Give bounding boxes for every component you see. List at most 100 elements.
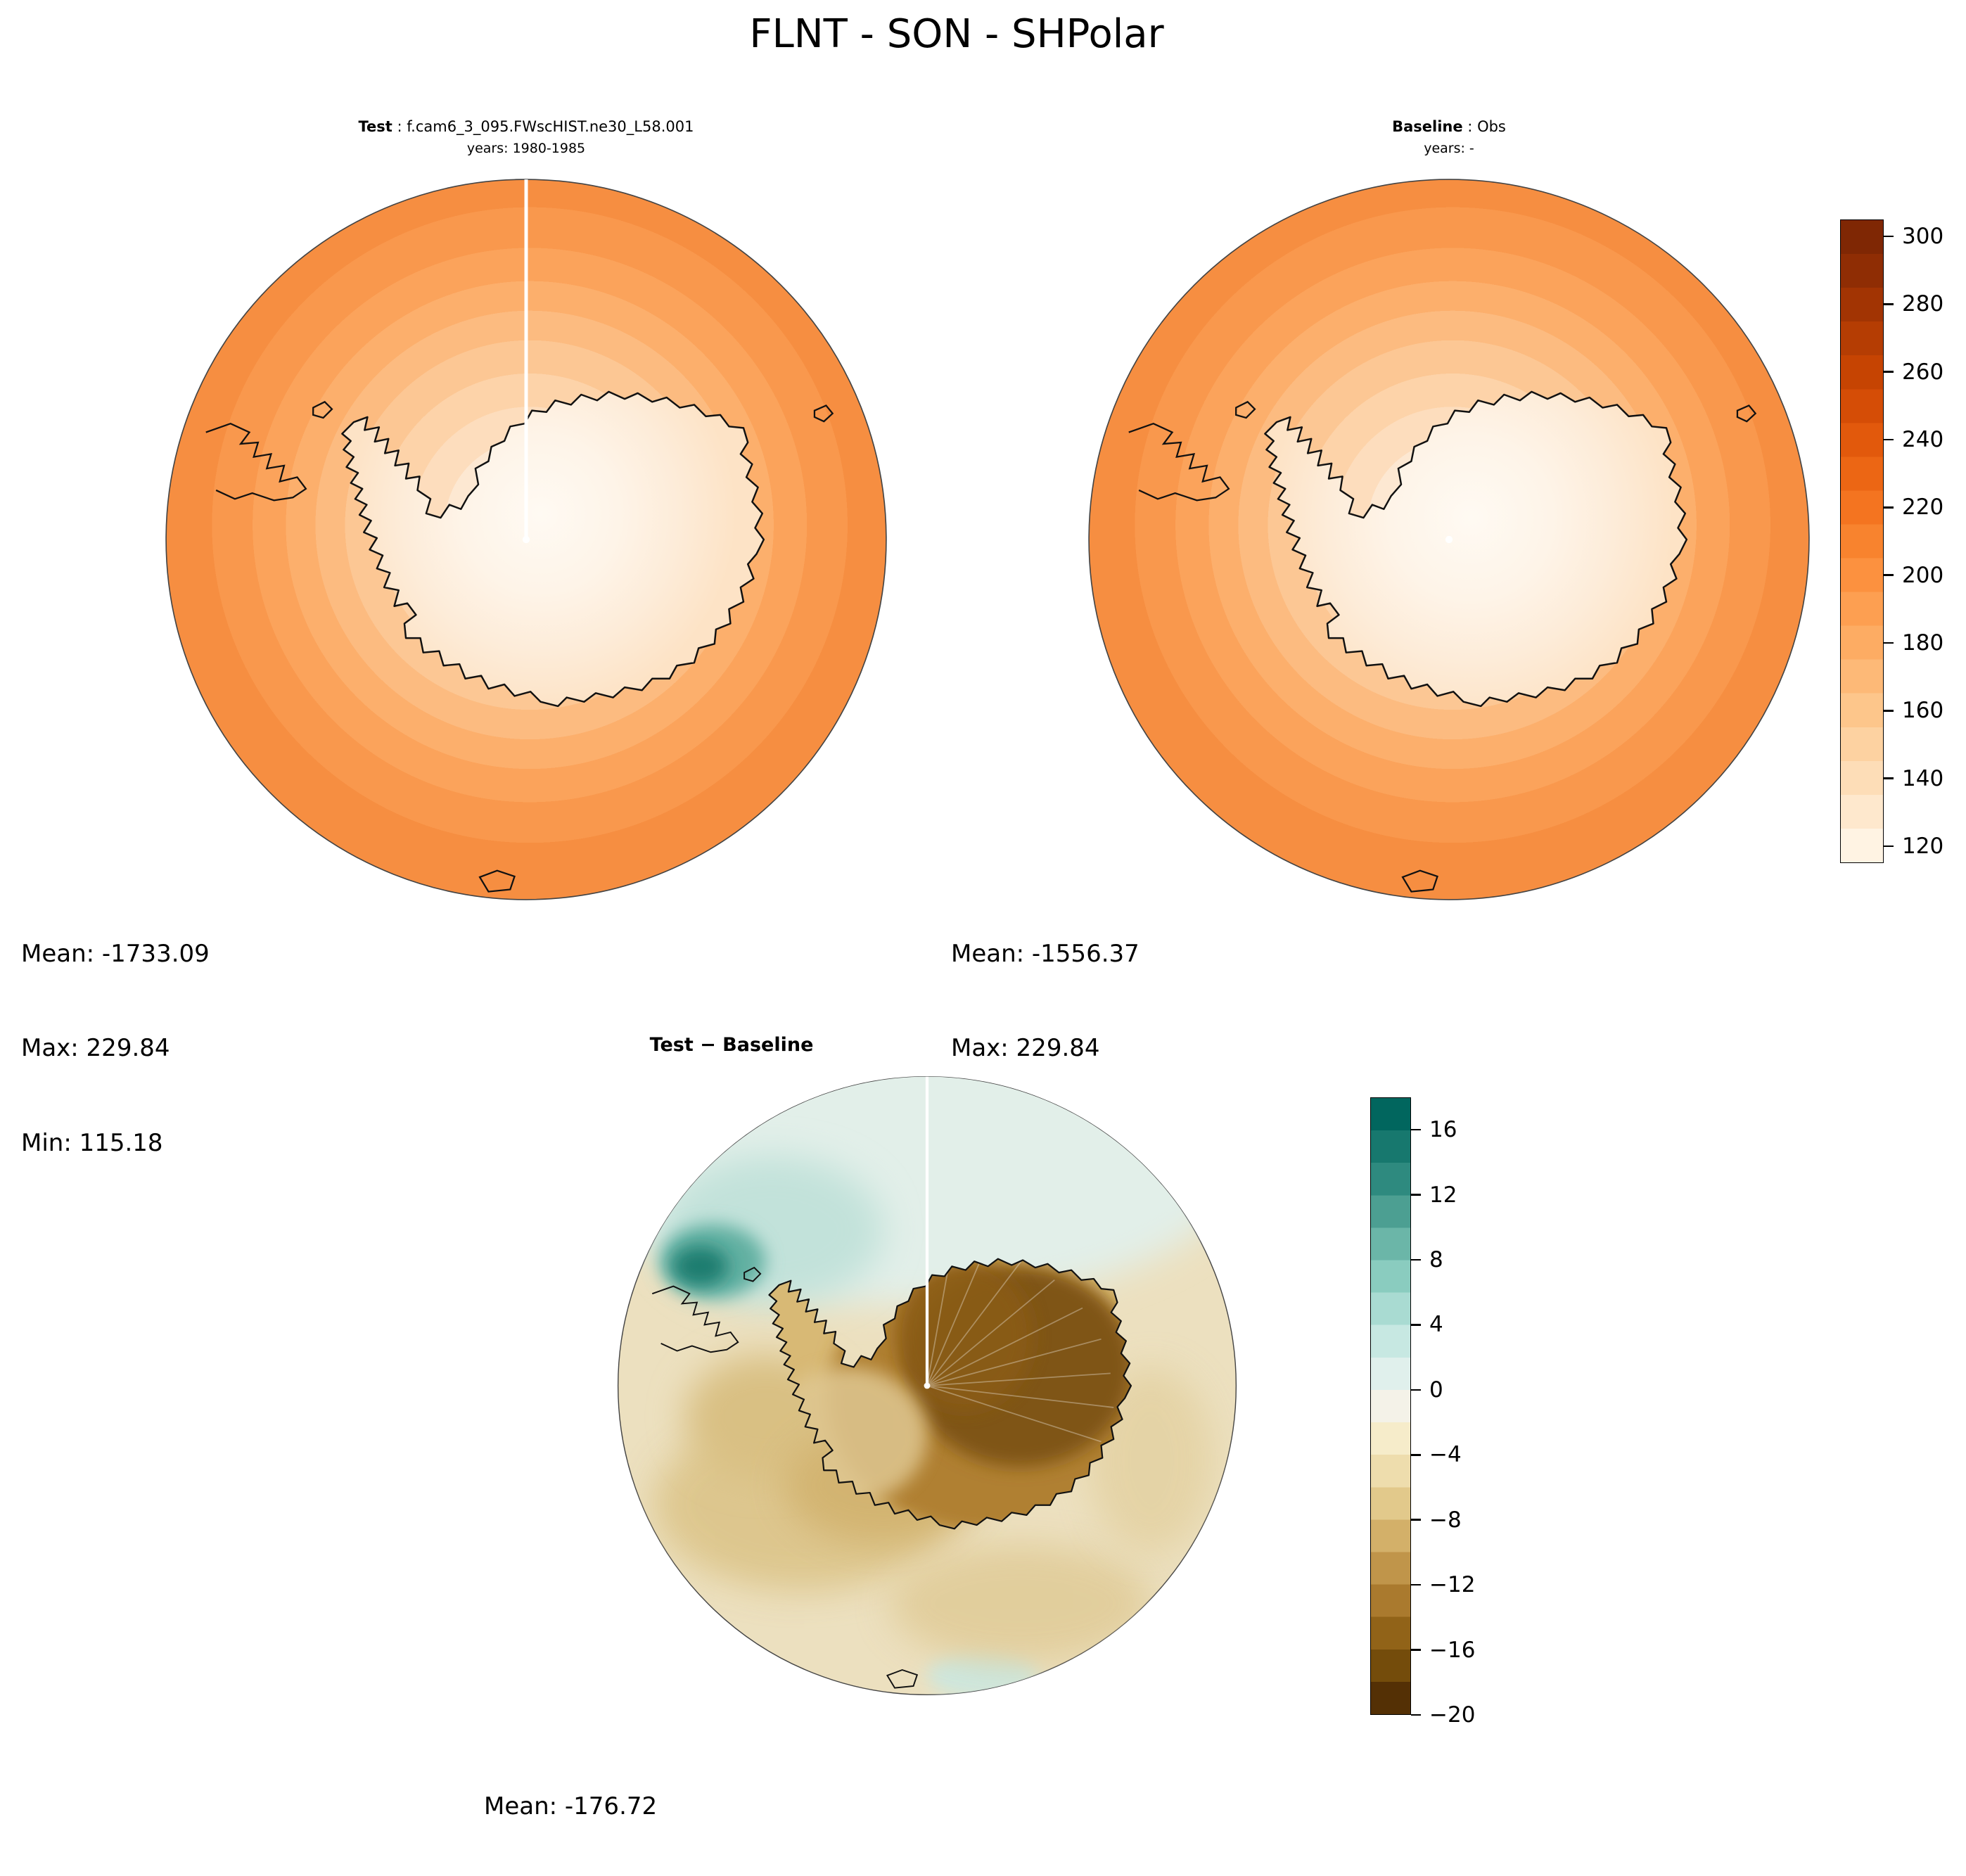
colorbar-tick: 300	[1884, 224, 1943, 249]
test-max: Max: 229.84	[21, 1034, 170, 1063]
baseline-years: years: -	[1424, 141, 1474, 156]
projection-seam	[925, 1076, 929, 1386]
antarctica-coastline	[341, 390, 765, 708]
colorbar-tick: 12	[1411, 1182, 1457, 1208]
baseline-stats: Mean: -1556.37 Max: 229.84 Min: 125.73	[951, 875, 1140, 1223]
tan-patch	[889, 1544, 1151, 1663]
colorbar-tick-mark	[1411, 1649, 1421, 1651]
colorbar-tick: 16	[1411, 1117, 1457, 1142]
diff-panel-title: Test − Baseline	[649, 1034, 814, 1056]
teal-patch-core	[672, 1246, 729, 1287]
island-coastline	[312, 400, 333, 419]
colorbar-diff-bar	[1370, 1097, 1411, 1715]
island-coastline	[1736, 404, 1757, 423]
colorbar-tick-mark	[1884, 845, 1894, 848]
island-coastline	[478, 869, 516, 893]
antarctica-coastline	[768, 1258, 1132, 1530]
colorbar-tick-mark	[1884, 642, 1894, 644]
baseline-dataset-name: Obs	[1477, 118, 1506, 135]
colorbar-tick: 0	[1411, 1377, 1443, 1403]
colorbar-tick: −12	[1411, 1572, 1475, 1597]
colorbar-tick-label: 12	[1429, 1182, 1457, 1208]
diff-stats: Mean: -176.72 Max: 5.49 Min: -22.20	[484, 1728, 657, 1876]
colorbar-tick: 280	[1884, 291, 1943, 317]
test-dataset-name: f.cam6_3_095.FWscHIST.ne30_L58.001	[407, 118, 694, 135]
colorbar-tick-label: 4	[1429, 1312, 1443, 1338]
colorbar-tick-label: 160	[1902, 698, 1944, 724]
test-panel-title: Test : f.cam6_3_095.FWscHIST.ne30_L58.00…	[164, 118, 888, 135]
baseline-max: Max: 229.84	[951, 1034, 1100, 1063]
colorbar-tick-mark	[1411, 1128, 1421, 1131]
test-years: years: 1980-1985	[466, 141, 586, 156]
test-map	[165, 179, 887, 900]
test-separator: :	[392, 118, 407, 135]
colorbar-tick-mark	[1884, 303, 1894, 305]
test-label: Test	[358, 118, 392, 135]
south-america-coastline	[651, 1285, 739, 1353]
colorbar-tick-mark	[1411, 1454, 1421, 1456]
colorbar-tick-label: −20	[1429, 1702, 1476, 1728]
colorbar-tick: 260	[1884, 359, 1943, 385]
colorbar-tick: 140	[1884, 766, 1943, 791]
colorbar-tick: −20	[1411, 1702, 1475, 1728]
baseline-mean: Mean: -1556.37	[951, 939, 1140, 968]
test-mean: Mean: -1733.09	[21, 939, 210, 968]
colorbar-tick-mark	[1411, 1324, 1421, 1326]
projection-seam	[524, 179, 528, 540]
colorbar-tick: 120	[1884, 834, 1943, 859]
colorbar-tick-mark	[1884, 710, 1894, 712]
figure-title: FLNT - SON - SHPolar	[749, 11, 1164, 57]
colorbar-tick-label: 140	[1902, 765, 1944, 791]
diff-mean: Mean: -176.72	[484, 1792, 658, 1820]
colorbar-main: 300 280 260 240 220 200 180 160 140 120	[1840, 219, 1943, 863]
colorbar-tick-label: 300	[1902, 224, 1944, 250]
baseline-label: Baseline	[1392, 118, 1463, 135]
colorbar-tick-mark	[1884, 235, 1894, 238]
colorbar-tick-mark	[1411, 1519, 1421, 1521]
diff-map	[617, 1076, 1237, 1696]
colorbar-tick-mark	[1411, 1583, 1421, 1586]
island-coastline	[1401, 869, 1438, 893]
pole-dot	[522, 535, 530, 544]
test-min: Min: 115.18	[21, 1129, 163, 1157]
colorbar-tick-label: 180	[1902, 630, 1944, 656]
colorbar-tick-label: −16	[1429, 1637, 1476, 1663]
antarctica-coastline	[1264, 390, 1688, 708]
colorbar-tick: −16	[1411, 1638, 1475, 1663]
colorbar-tick-label: −12	[1429, 1572, 1476, 1598]
colorbar-main-bar	[1840, 219, 1884, 863]
baseline-panel-title: Baseline : Obs	[1087, 118, 1811, 135]
colorbar-tick-label: 8	[1429, 1247, 1443, 1273]
colorbar-diff-ticks: 16 12 8 4 0 −4 −8 −12 −16 −20	[1411, 1097, 1524, 1728]
colorbar-tick-label: 280	[1902, 291, 1944, 317]
colorbar-tick: 4	[1411, 1312, 1443, 1337]
colorbar-tick-mark	[1884, 438, 1894, 441]
baseline-map	[1088, 179, 1810, 900]
colorbar-tick-label: 240	[1902, 427, 1944, 453]
island-coastline	[743, 1266, 762, 1282]
island-coastline	[813, 404, 834, 423]
test-stats: Mean: -1733.09 Max: 229.84 Min: 115.18	[21, 875, 210, 1223]
colorbar-tick-mark	[1411, 1194, 1421, 1196]
colorbar-tick-label: 220	[1902, 494, 1944, 521]
colorbar-tick-mark	[1884, 777, 1894, 779]
south-america-coastline	[205, 422, 307, 502]
colorbar-tick: 220	[1884, 494, 1943, 520]
colorbar-tick: 240	[1884, 427, 1943, 452]
south-america-coastline	[1128, 422, 1230, 502]
pole-dot	[924, 1382, 931, 1389]
colorbar-tick-label: −8	[1429, 1507, 1462, 1533]
pole-dot	[1445, 535, 1453, 544]
colorbar-tick-label: 120	[1902, 833, 1944, 859]
colorbar-tick: 200	[1884, 563, 1943, 588]
colorbar-tick: 160	[1884, 698, 1943, 723]
colorbar-tick-mark	[1411, 1389, 1421, 1391]
colorbar-tick-mark	[1411, 1714, 1421, 1716]
baseline-separator: :	[1462, 118, 1478, 135]
pole-streaks	[926, 1258, 1114, 1443]
colorbar-tick-label: 260	[1902, 359, 1944, 385]
colorbar-diff: 16 12 8 4 0 −4 −8 −12 −16 −20	[1370, 1097, 1475, 1728]
colorbar-tick: 8	[1411, 1247, 1443, 1272]
colorbar-tick-mark	[1884, 574, 1894, 576]
